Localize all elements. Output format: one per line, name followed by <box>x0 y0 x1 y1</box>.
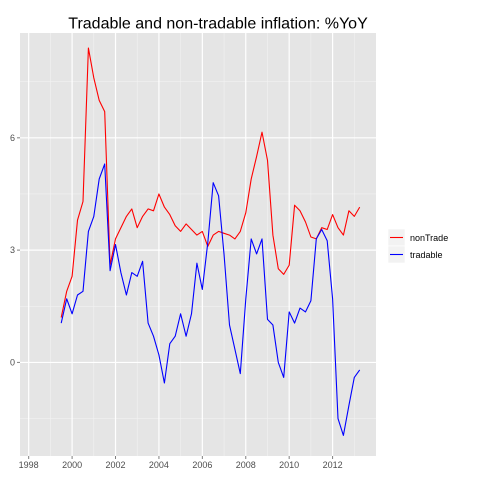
x-tick-label: 2002 <box>105 460 125 470</box>
x-tick-label: 2004 <box>149 460 169 470</box>
chart-title: Tradable and non-tradable inflation: %Yo… <box>68 16 368 33</box>
x-tick-label: 2000 <box>62 460 82 470</box>
series-line-tradable <box>60 163 361 436</box>
legend-label-tradable: tradable <box>410 250 443 260</box>
series-lines <box>60 47 361 436</box>
y-tick-label: 6 <box>10 133 15 143</box>
y-tick-label: 0 <box>10 357 15 367</box>
plot-panel <box>20 33 376 456</box>
y-tick-label: 3 <box>10 245 15 255</box>
legend-label-nonTrade: nonTrade <box>410 233 448 243</box>
x-tick-label: 1998 <box>19 460 39 470</box>
x-tick-label: 2010 <box>279 460 299 470</box>
minor-gridlines <box>20 33 376 456</box>
x-tick-label: 2006 <box>192 460 212 470</box>
x-axis: 1998 2000 2002 2004 2006 2008 2010 2012 <box>19 456 343 470</box>
series-line-nonTrade <box>60 47 361 318</box>
legend: nonTrade tradable <box>387 228 448 264</box>
x-tick-label: 2012 <box>323 460 343 470</box>
x-tick-label: 2008 <box>236 460 256 470</box>
y-axis: 0 3 6 <box>10 133 20 367</box>
